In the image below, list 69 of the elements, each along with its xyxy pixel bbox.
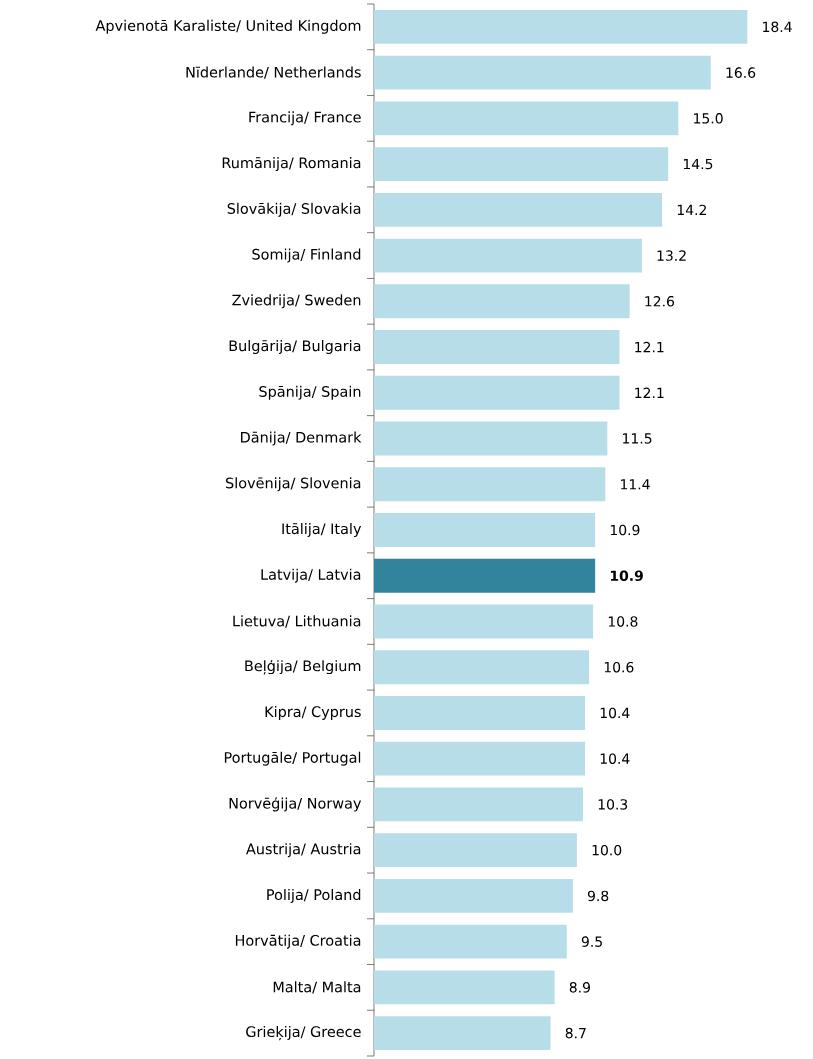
data-label: 10.8	[608, 616, 638, 627]
y-tick-label: Slovēnija/ Slovenia	[226, 477, 361, 492]
y-tick-label: Portugāle/ Portugal	[224, 751, 361, 766]
bar	[374, 238, 642, 273]
data-label: 11.5	[623, 433, 652, 444]
bar	[374, 741, 586, 776]
y-tick-label: Apvienotā Karaliste/ United Kingdom	[95, 19, 361, 34]
bar	[374, 970, 555, 1005]
data-label: 13.2	[657, 250, 686, 261]
bar	[374, 9, 748, 44]
data-label: 12.1	[635, 341, 664, 353]
data-label: 10.4	[600, 753, 630, 764]
bar	[374, 192, 663, 227]
bar	[374, 330, 620, 364]
y-tick-label: Zviedrija/ Sweden	[232, 294, 361, 309]
y-tick-label: Malta/ Malta	[273, 981, 361, 994]
data-label: 10.9	[610, 524, 640, 536]
bar	[374, 421, 608, 456]
y-tick-label: Austrija/ Austria	[246, 843, 361, 858]
y-tick-label: Grieķija/ Greece	[246, 1025, 361, 1041]
bar	[374, 375, 620, 410]
bar	[374, 558, 596, 593]
bar	[374, 787, 583, 822]
data-label: 9.8	[587, 890, 609, 902]
y-tick-label: Itālija/ Italy	[282, 522, 362, 537]
y-tick-label: Rumānija/ Romania	[222, 157, 361, 172]
bar	[374, 650, 590, 685]
y-tick-label: Polija/ Poland	[267, 888, 361, 903]
data-label: 14.5	[683, 158, 713, 170]
data-label: 9.5	[581, 936, 602, 947]
bar	[374, 284, 630, 319]
data-label: 11.4	[621, 479, 650, 490]
data-label: 14.2	[677, 204, 706, 215]
y-tick-label: Francija/ France	[249, 111, 361, 126]
data-label: 10.0	[592, 844, 622, 856]
bar	[374, 604, 594, 639]
data-label: 10.4	[600, 707, 630, 719]
data-label: 12.6	[645, 296, 675, 307]
bar	[374, 1016, 551, 1051]
bar	[374, 147, 669, 181]
y-tick-label: Horvātija/ Croatia	[235, 934, 361, 949]
data-label: 10.9	[610, 570, 643, 582]
data-label: 18.4	[763, 21, 792, 33]
bar	[374, 513, 596, 547]
data-label: 10.6	[604, 661, 634, 673]
data-label: 16.6	[726, 67, 756, 78]
y-tick-label: Slovākija/ Slovakia	[227, 202, 361, 217]
y-tick-label: Lietuva/ Lithuania	[233, 615, 361, 628]
data-label: 15.0	[694, 113, 723, 124]
y-tick-label: Bulgārija/ Bulgaria	[229, 340, 361, 355]
data-label: 12.1	[635, 387, 664, 398]
data-label: 10.3	[598, 799, 628, 810]
bar	[374, 696, 586, 730]
data-label: 8.9	[569, 982, 590, 993]
y-tick-label: Latvija/ Latvia	[261, 568, 361, 583]
y-tick-label: Spānija/ Spain	[259, 385, 361, 400]
bar	[374, 924, 567, 959]
y-tick-label: Dānija/ Denmark	[241, 431, 362, 446]
y-tick-label: Beļģija/ Belgium	[245, 659, 361, 675]
y-tick-label: Kipra/ Cyprus	[265, 705, 361, 720]
bar	[374, 878, 573, 913]
data-label: 8.7	[565, 1027, 586, 1039]
bar	[374, 55, 711, 90]
bar	[374, 467, 606, 502]
y-tick-label: Norvēģija/ Norway	[229, 797, 362, 812]
y-tick-label: Somija/ Finland	[252, 248, 361, 263]
y-tick-label: Nīderlande/ Netherlands	[186, 66, 361, 79]
bar	[374, 833, 577, 868]
bar	[374, 101, 679, 136]
